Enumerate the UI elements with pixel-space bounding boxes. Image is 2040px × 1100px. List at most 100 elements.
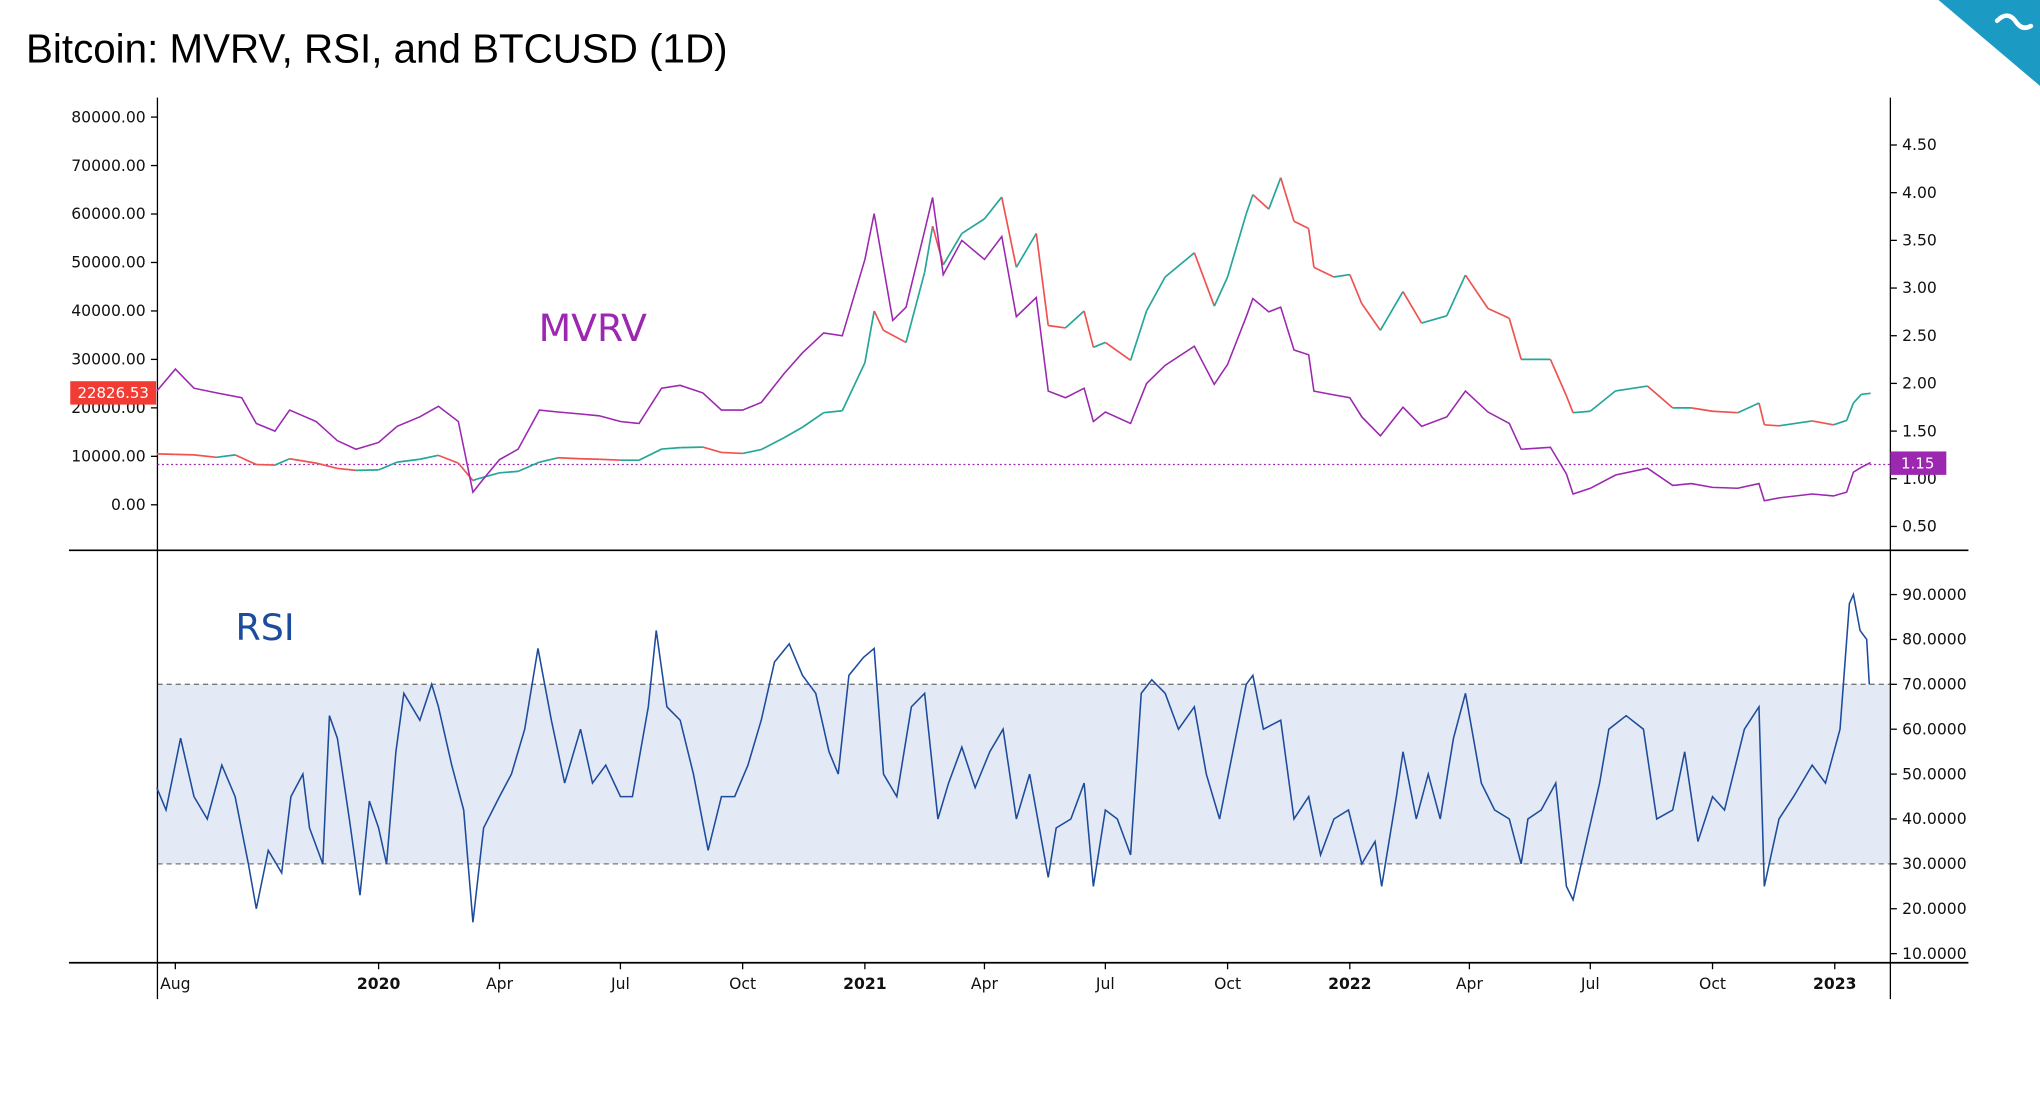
price-candle	[599, 458, 621, 462]
price-candle	[1446, 274, 1467, 317]
mvrv-tick-label: 4.50	[1902, 136, 1937, 154]
price-candle	[1845, 402, 1855, 421]
mvrv-tick-label: 2.00	[1902, 375, 1937, 393]
price-candle	[961, 218, 985, 235]
price-candle	[702, 446, 722, 454]
price-candle	[721, 451, 743, 455]
last-price-label: 22826.53	[70, 381, 157, 405]
price-tick-label: 30000.00	[71, 351, 145, 369]
date-tick-label: 2022	[1328, 975, 1371, 993]
price-candle	[1812, 420, 1834, 426]
price-tick-label: 70000.00	[71, 157, 145, 175]
price-candle	[1093, 341, 1106, 349]
date-tick-label: Apr	[1456, 975, 1484, 993]
brand-logo	[1938, 0, 2040, 86]
price-candle	[1764, 423, 1780, 427]
price-candle	[1267, 177, 1282, 210]
rsi-tick-label: 30.0000	[1902, 855, 1967, 873]
price-candle	[742, 448, 762, 455]
price-tick-label: 40000.00	[71, 302, 145, 320]
rsi-tick-label: 60.0000	[1902, 720, 1967, 738]
price-candle	[1129, 310, 1148, 361]
price-candle	[1035, 233, 1050, 326]
price-candle	[873, 310, 885, 331]
price-candle	[1193, 252, 1216, 307]
price-candle	[1691, 407, 1713, 413]
price-tick-label: 60000.00	[71, 205, 145, 223]
price-candle	[1048, 324, 1066, 329]
price-candle	[1226, 213, 1247, 278]
price-candle	[1015, 232, 1037, 268]
rsi-annotation: RSI	[235, 606, 294, 649]
price-candle	[1758, 402, 1766, 426]
price-candle	[315, 462, 338, 470]
price-candle	[1508, 317, 1523, 360]
price-candle	[638, 448, 662, 461]
price-candle	[923, 225, 934, 273]
mvrv-tick-label: 1.50	[1902, 422, 1937, 440]
price-candle	[1279, 177, 1295, 222]
rsi-tick-label: 80.0000	[1902, 631, 1967, 649]
rsi-tick-label: 20.0000	[1902, 900, 1967, 918]
date-tick-label: Aug	[160, 975, 190, 993]
price-candle	[801, 412, 825, 428]
logo-triangle	[1938, 0, 2040, 86]
price-candle	[1164, 252, 1195, 278]
date-tick-label: Jul	[1095, 975, 1115, 993]
mvrv-tick-label: 4.00	[1902, 184, 1937, 202]
price-candle	[1252, 194, 1270, 210]
price-candle	[942, 232, 963, 266]
price-candle	[1565, 395, 1574, 414]
price-candle	[216, 454, 236, 459]
price-candle	[1852, 393, 1862, 404]
rsi-tick-label: 70.0000	[1902, 676, 1967, 694]
price-candle	[1487, 307, 1510, 319]
brand-wave-icon	[1994, 13, 2034, 31]
price-candle	[438, 454, 459, 464]
price-candle	[1589, 390, 1617, 412]
date-tick-label: Oct	[1699, 975, 1726, 993]
price-candle	[397, 458, 420, 463]
price-candle	[1549, 359, 1568, 397]
price-candle	[1104, 341, 1132, 362]
price-candle	[419, 454, 439, 461]
price-candle	[476, 471, 500, 480]
last-mvrv-label: 1.15	[1890, 451, 1947, 475]
price-candle	[1293, 220, 1310, 230]
price-candle	[1861, 392, 1871, 396]
price-candle	[1313, 266, 1335, 278]
price-candle	[557, 456, 581, 460]
price-tick-label: 80000.00	[71, 108, 145, 126]
price-candle	[1064, 310, 1085, 329]
price-candle	[1421, 314, 1448, 324]
price-candle	[1464, 274, 1489, 309]
rsi-tick-label: 90.0000	[1902, 586, 1967, 604]
price-candle	[274, 457, 290, 466]
price-candle	[289, 457, 317, 464]
price-candle	[1145, 276, 1166, 312]
price-candle	[1333, 273, 1350, 278]
price-candle	[883, 329, 907, 344]
price-candle	[1379, 291, 1404, 331]
price-candle	[905, 271, 926, 343]
price-candle	[783, 426, 803, 439]
price-candle	[1349, 274, 1363, 304]
price-candle	[841, 362, 866, 412]
price-candle	[1245, 194, 1254, 215]
price-candle	[983, 196, 1003, 220]
price-candle	[1307, 228, 1315, 268]
mvrv-tick-label: 3.00	[1902, 279, 1937, 297]
btcusd-series	[156, 177, 1871, 482]
price-candle	[1000, 196, 1018, 268]
price-tick-label: 50000.00	[71, 254, 145, 272]
time-axis: Aug 2020 Apr Jul Oct 2021 Apr Jul Oct 2022 Apr Jul O…	[160, 962, 1856, 993]
price-candle	[1646, 385, 1674, 409]
price-candle	[193, 454, 217, 459]
mvrv-axis: 4.504.003.503.002.502.001.501.000.50	[1890, 136, 1937, 536]
date-tick-label: Jul	[1580, 975, 1600, 993]
rsi-band	[157, 684, 1891, 864]
date-tick-label: Apr	[486, 975, 514, 993]
price-candle	[1833, 419, 1847, 426]
last-price-label-text: 22826.53	[78, 384, 149, 402]
